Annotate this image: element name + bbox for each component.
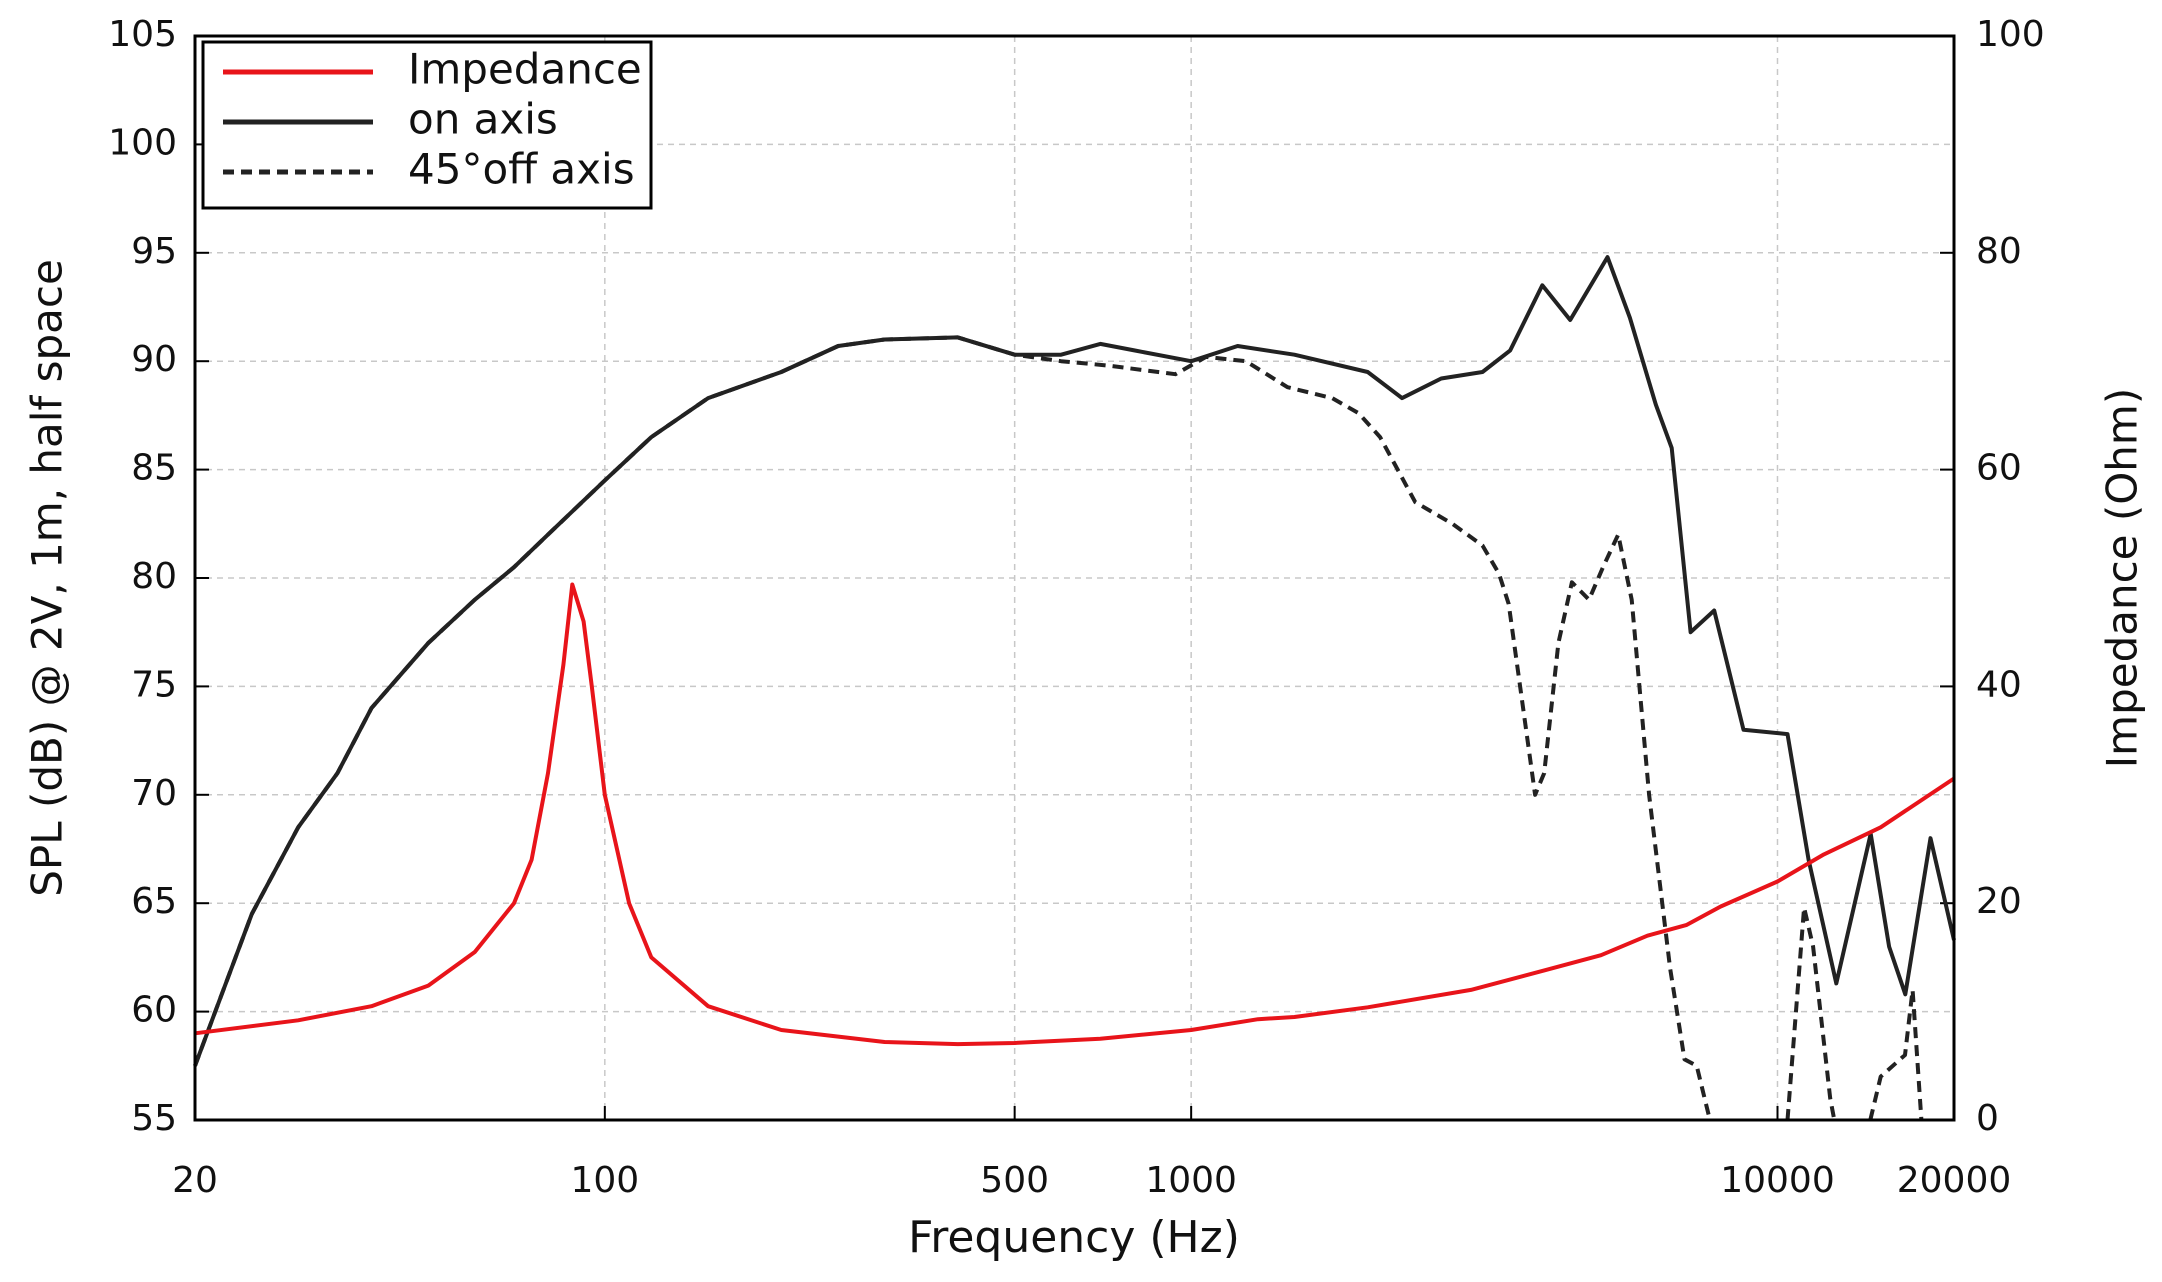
legend-box (201, 40, 653, 210)
x-axis-label: Frequency (Hz) (908, 1212, 1240, 1263)
y-tick-label: 95 (131, 231, 177, 272)
y2-axis-label: Impedance (Ohm) (2098, 388, 2147, 768)
x-tick-label: 20 (172, 1160, 218, 1201)
legend-label: 45°off axis (408, 145, 635, 194)
series-line (193, 255, 1956, 1067)
y2-tick-label: 40 (1976, 664, 2022, 705)
y2-tick-label: 80 (1976, 231, 2022, 272)
series-line (194, 582, 1956, 1047)
y-tick-label: 85 (131, 448, 177, 489)
series-line (193, 335, 1924, 1121)
y-tick-label: 105 (108, 14, 177, 55)
y2-tick-label: 0 (1976, 1098, 1999, 1139)
y-tick-label: 65 (131, 881, 177, 922)
plot-frame (193, 34, 1956, 1122)
legend-label: on axis (408, 95, 558, 144)
legend-label: Impedance (408, 45, 642, 94)
y2-tick-label: 100 (1976, 14, 2045, 55)
y-tick-label: 90 (131, 339, 177, 380)
y2-tick-label: 20 (1976, 881, 2022, 922)
y-tick-label: 100 (108, 122, 177, 163)
y2-tick-label: 60 (1976, 448, 2022, 489)
x-tick-label: 100 (570, 1160, 639, 1201)
y-axis-label: SPL (dB) @ 2V, 1m, half space (23, 259, 72, 897)
y-tick-label: 70 (131, 773, 177, 814)
x-tick-label: 500 (980, 1160, 1049, 1201)
x-tick-label: 1000 (1145, 1160, 1237, 1201)
y-tick-label: 55 (131, 1098, 177, 1139)
y-tick-label: 75 (131, 664, 177, 705)
x-tick-label: 10000 (1720, 1160, 1835, 1201)
y-tick-label: 60 (131, 990, 177, 1031)
x-tick-label: 20000 (1897, 1160, 2012, 1201)
y-tick-label: 80 (131, 556, 177, 597)
